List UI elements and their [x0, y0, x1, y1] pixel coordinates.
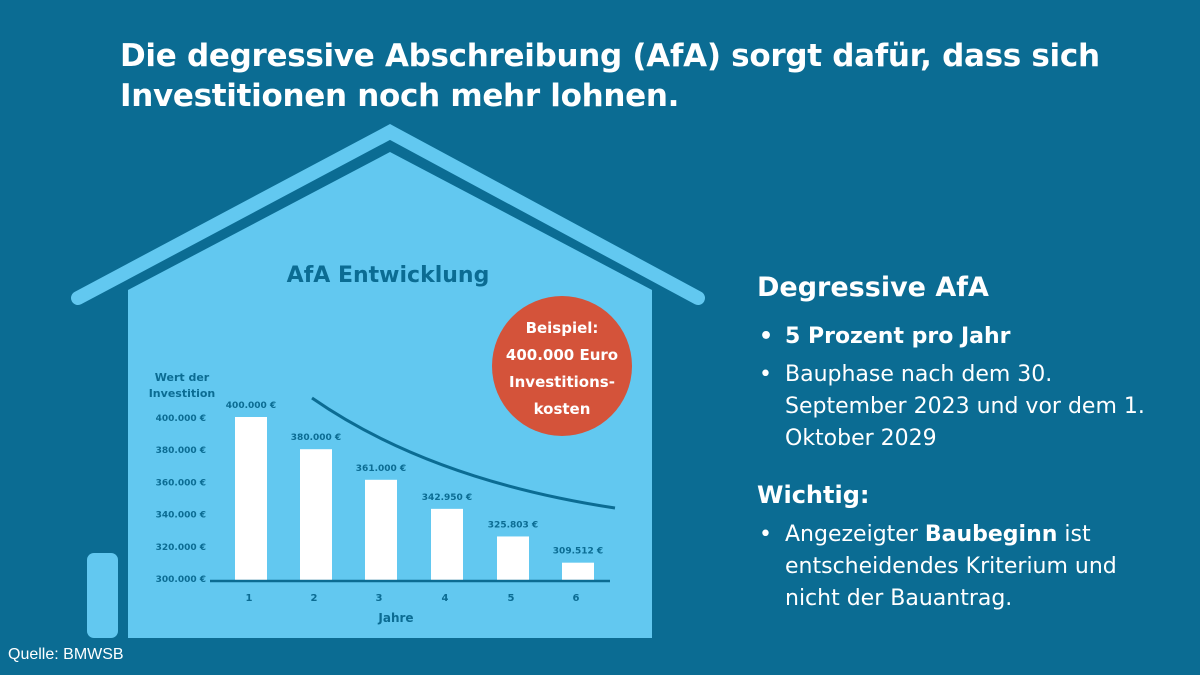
y-axis-label-1: Wert der: [155, 371, 210, 384]
bar-value-label: 342.950 €: [422, 493, 472, 503]
info-panel: Degressive AfA 5 Prozent pro Jahr Baupha…: [757, 272, 1177, 615]
trend-curve: [311, 396, 616, 510]
bullet-important: Angezeigter Baubeginn ist entscheidendes…: [757, 519, 1177, 615]
x-axis-label: Jahre: [377, 611, 413, 625]
chart-title: AfA Entwicklung: [287, 263, 490, 288]
badge-line-4: kosten: [534, 400, 591, 418]
x-tick-label: 6: [573, 593, 580, 604]
x-tick-label: 2: [311, 593, 318, 604]
info-bullets: 5 Prozent pro Jahr Bauphase nach dem 30.…: [757, 321, 1177, 455]
important-text-post: ist entscheidendes Kriterium und nicht d…: [785, 522, 1117, 611]
bar: [431, 508, 463, 581]
example-badge: [492, 296, 632, 436]
bar: [497, 536, 529, 581]
bar-value-label: 325.803 €: [488, 520, 538, 530]
badge-line-3: Investitions-: [509, 373, 615, 391]
x-tick-label: 1: [246, 593, 253, 604]
bar: [365, 479, 397, 581]
title-line-2: Investitionen noch mehr lohnen.: [120, 78, 680, 114]
roof: [71, 124, 705, 305]
y-axis-label-2: Investition: [149, 387, 216, 400]
chimney: [87, 553, 118, 638]
y-tick-label: 300.000 €: [156, 575, 206, 585]
source-note: Quelle: BMWSB: [8, 646, 124, 663]
bar-value-label: 380.000 €: [291, 433, 341, 443]
y-tick-label: 380.000 €: [156, 446, 206, 456]
y-tick-label: 340.000 €: [156, 511, 206, 521]
bar-value-label: 361.000 €: [356, 464, 406, 474]
x-tick-label: 3: [376, 593, 383, 604]
title-line-1: Die degressive Abschreibung (AfA) sorgt …: [120, 38, 1100, 74]
y-tick-label: 400.000 €: [156, 414, 206, 424]
x-tick-label: 5: [508, 593, 515, 604]
bar: [300, 449, 332, 581]
bar: [562, 562, 594, 581]
bar-value-label: 400.000 €: [226, 401, 276, 411]
y-tick-label: 320.000 €: [156, 543, 206, 553]
bar: [235, 417, 267, 581]
important-text-bold: Baubeginn: [924, 522, 1058, 547]
x-tick-label: 4: [442, 593, 449, 604]
badge-line-1: Beispiel:: [526, 319, 599, 337]
important-bullets: Angezeigter Baubeginn ist entscheidendes…: [757, 519, 1177, 615]
page-title: Die degressive Abschreibung (AfA) sorgt …: [120, 36, 1100, 116]
bar-value-label: 309.512 €: [553, 547, 603, 557]
bullet-period: Bauphase nach dem 30. September 2023 und…: [757, 359, 1177, 455]
info-heading: Degressive AfA: [757, 272, 989, 303]
badge-line-2: 400.000 Euro: [506, 346, 618, 364]
important-text-pre: Angezeigter: [785, 522, 925, 547]
important-heading: Wichtig:: [757, 481, 870, 509]
y-tick-label: 360.000 €: [156, 478, 206, 488]
bullet-rate: 5 Prozent pro Jahr: [757, 321, 1177, 353]
